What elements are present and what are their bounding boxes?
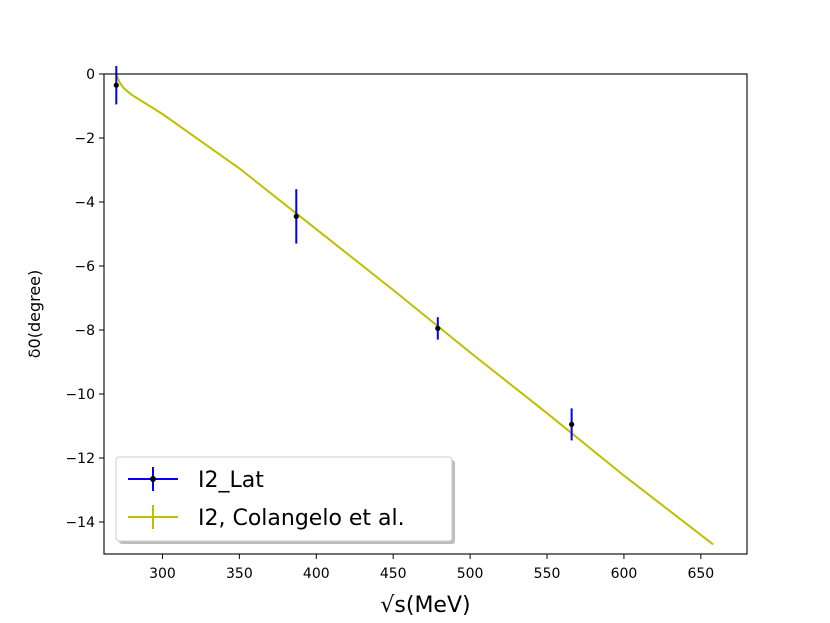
x-tick-label: 350 [226, 566, 253, 582]
data-point [435, 325, 441, 331]
ticks: 300 350 400 450 500 550 600 650 0 −2 −4 −6 −8 −10 −12 −… [65, 67, 714, 582]
y-tick-label: −4 [74, 195, 95, 211]
legend-label: I2_Lat [198, 468, 264, 493]
series-line-colangelo [115, 73, 714, 546]
y-axis-label: δ0(degree) [25, 270, 44, 359]
x-tick-label: 500 [457, 566, 484, 582]
y-tick-label: −2 [74, 131, 95, 147]
legend-handle-lat-marker [150, 476, 156, 482]
series-layer [113, 66, 714, 546]
y-tick-label: −8 [74, 323, 95, 339]
y-tick-label: −6 [74, 259, 95, 275]
y-tick-label: −14 [65, 515, 95, 531]
y-tick-label: −12 [65, 451, 95, 467]
y-tick-label: −10 [65, 387, 95, 403]
x-tick-label: 450 [380, 566, 407, 582]
legend-label: I2, Colangelo et al. [198, 506, 405, 531]
data-point [569, 421, 575, 427]
x-axis-label: √s(MeV) [380, 593, 470, 618]
x-tick-label: 400 [303, 566, 330, 582]
legend-box [115, 456, 453, 542]
x-tick-label: 650 [687, 566, 714, 582]
y-tick-label: 0 [86, 67, 95, 83]
legend: I2_Lat I2, Colangelo et al. [115, 456, 455, 544]
x-tick-label: 300 [149, 566, 176, 582]
data-point [293, 213, 299, 219]
plot-frame [103, 73, 748, 555]
x-tick-label: 550 [534, 566, 561, 582]
data-point [113, 82, 119, 88]
x-tick-label: 600 [611, 566, 638, 582]
